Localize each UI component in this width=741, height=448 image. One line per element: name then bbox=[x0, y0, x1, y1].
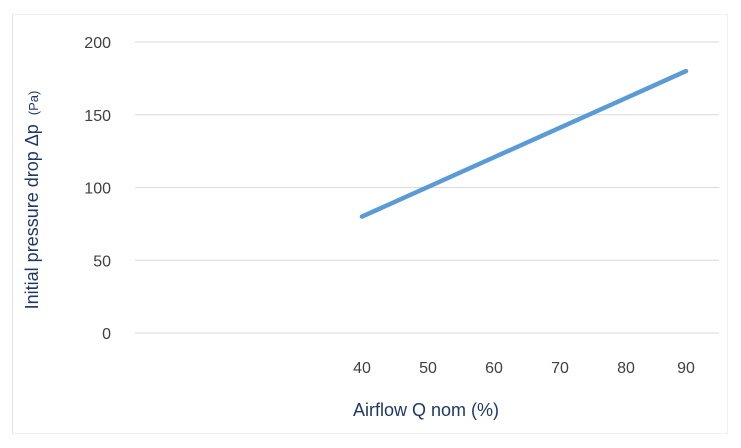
x-tick-labels: 40 50 60 70 80 90 bbox=[353, 360, 695, 377]
y-tick-label: 200 bbox=[84, 35, 111, 52]
x-tick-label: 80 bbox=[617, 360, 635, 377]
series-layer bbox=[359, 68, 689, 219]
y-axis-unit: (Pa) bbox=[26, 91, 41, 116]
x-tick-label: 70 bbox=[551, 360, 569, 377]
y-tick-label: 150 bbox=[84, 108, 111, 125]
y-tick-label: 50 bbox=[93, 253, 111, 270]
x-tick-label: 40 bbox=[353, 360, 371, 377]
y-axis-title: Initial pressure drop Δp (Pa) bbox=[22, 91, 42, 310]
y-axis-title-text: Initial pressure drop Δp bbox=[22, 124, 42, 309]
series-line bbox=[359, 68, 689, 219]
x-axis-title: Airflow Q nom (%) bbox=[353, 400, 499, 420]
y-tick-label: 0 bbox=[102, 326, 111, 343]
chart-frame bbox=[12, 14, 728, 434]
x-tick-label: 50 bbox=[419, 360, 437, 377]
y-tick-labels: 0 50 100 150 200 bbox=[84, 35, 111, 343]
x-tick-label: 60 bbox=[485, 360, 503, 377]
y-tick-label: 100 bbox=[84, 181, 111, 198]
x-tick-label: 90 bbox=[677, 360, 695, 377]
